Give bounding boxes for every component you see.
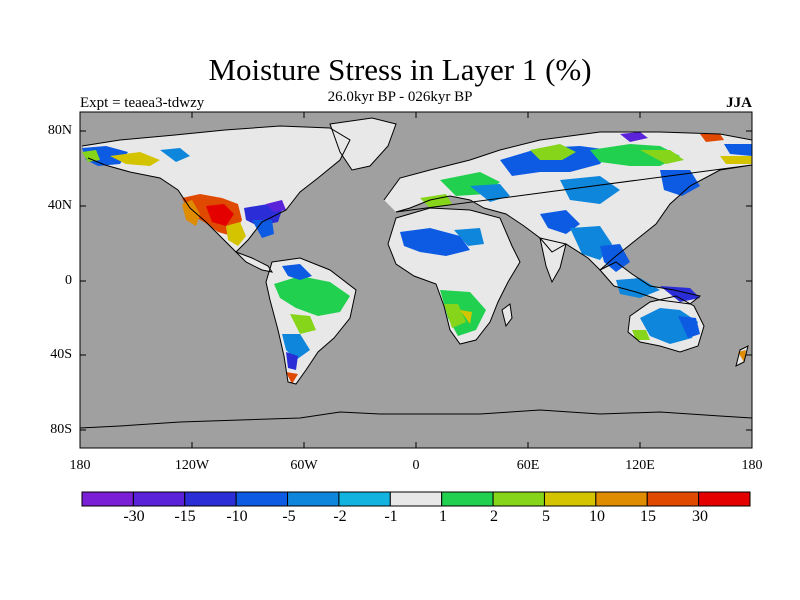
- lon-label-120e: 120E: [625, 458, 655, 473]
- lon-label-180w: 180: [69, 458, 91, 473]
- colorbar-label: 5: [542, 508, 550, 525]
- lon-label-120w: 120W: [174, 458, 210, 473]
- colorbar-swatch: [338, 491, 391, 507]
- lon-label-60w: 60W: [290, 458, 318, 473]
- map-subtitle: 26.0kyr BP - 026kyr BP: [327, 89, 473, 105]
- colorbar-swatch: [646, 491, 700, 507]
- colorbar-label: -5: [282, 508, 296, 525]
- colorbar-label: -1: [384, 508, 398, 525]
- map-title: Moisture Stress in Layer 1 (%): [208, 52, 592, 87]
- colorbar-label: -30: [123, 508, 145, 525]
- landmass-greenland: [330, 118, 396, 170]
- colorbar-label: -2: [333, 508, 347, 525]
- colorbar-label: -10: [226, 508, 248, 525]
- lat-label-80s: 80S: [50, 422, 72, 437]
- colorbar-swatch: [287, 491, 340, 507]
- lon-label-0: 0: [412, 458, 420, 473]
- landmass-madagascar: [502, 304, 512, 326]
- anomaly-patches: [82, 132, 752, 384]
- lat-label-40s: 40S: [50, 347, 72, 362]
- colorbar-swatch: [389, 491, 443, 507]
- landmass-eurasia: [384, 132, 752, 270]
- lat-label-40n: 40N: [47, 198, 72, 213]
- season-label: JJA: [726, 95, 752, 111]
- colorbar-swatch: [184, 491, 237, 507]
- colorbar-label: -15: [174, 508, 196, 525]
- experiment-label: Expt = teaea3-tdwzy: [80, 95, 205, 111]
- tick-marks: [80, 112, 752, 448]
- coastlines: [81, 117, 752, 385]
- colorbar-label: 30: [692, 508, 708, 525]
- landmass-central-america: [236, 252, 272, 272]
- landmass-india: [540, 238, 566, 282]
- colorbar-swatch: [492, 491, 545, 507]
- lon-label-60e: 60E: [516, 458, 540, 473]
- colorbar-label: 1: [439, 508, 447, 525]
- colorbar-label: 10: [589, 508, 605, 525]
- colorbar-swatch: [235, 491, 289, 507]
- lat-label-0: 0: [65, 273, 72, 288]
- colorbar-swatch: [595, 491, 648, 507]
- colorbar-swatch: [81, 491, 134, 507]
- colorbar-swatch: [543, 491, 597, 507]
- colorbar-label: 2: [490, 508, 498, 525]
- lon-label-180e: 180: [741, 458, 763, 473]
- colorbar-label: 15: [640, 508, 656, 525]
- landmass-antarctica: [80, 409, 752, 429]
- colorbar-swatch: [441, 491, 494, 507]
- colorbar: [81, 491, 751, 507]
- colorbar-swatch: [132, 491, 186, 507]
- colorbar-swatch: [698, 491, 751, 507]
- lat-label-80n: 80N: [47, 123, 72, 138]
